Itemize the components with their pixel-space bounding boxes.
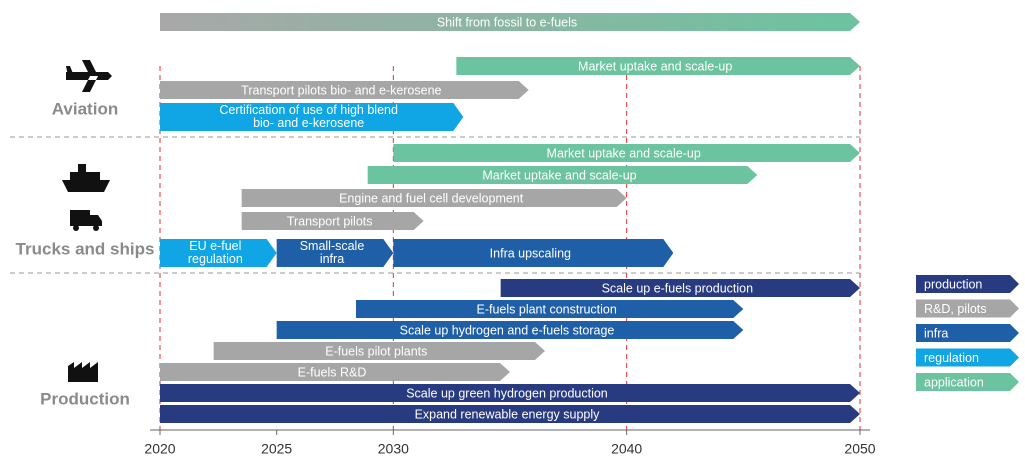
task-bar (393, 239, 674, 267)
task-bar (241, 189, 627, 207)
task-bar (160, 103, 464, 131)
task-label: Market uptake and scale-up (578, 59, 732, 73)
legend-swatch (916, 299, 1019, 318)
legend-swatch (916, 275, 1019, 293)
legend-label: production (924, 277, 982, 291)
task-bar (276, 321, 744, 339)
legend-label: application (924, 375, 984, 389)
task-bar (160, 405, 860, 423)
task-label: E-fuels pilot plants (325, 344, 427, 358)
plane-icon (66, 60, 112, 92)
task-label: Certification of use of high blend (219, 103, 398, 117)
task-label: E-fuels R&D (298, 365, 367, 379)
legend-swatch (916, 348, 1019, 367)
ship-icon (62, 164, 110, 192)
task-label: Transport pilots bio- and e-kerosene (241, 83, 441, 97)
task-bar (367, 166, 758, 184)
legend-label: regulation (924, 351, 979, 365)
x-tick-label: 2040 (611, 441, 642, 457)
task-label: Market uptake and scale-up (547, 146, 701, 160)
task-bar (160, 239, 277, 267)
task-bar (213, 342, 545, 360)
legend-label: infra (924, 326, 948, 340)
task-bar (241, 212, 424, 230)
task-bar (393, 144, 860, 162)
task-label: regulation (188, 252, 243, 266)
task-label: Infra upscaling (490, 246, 571, 260)
truck-wheel (73, 225, 79, 231)
task-bar (160, 384, 860, 402)
icons (62, 60, 112, 382)
task-bar (160, 81, 529, 99)
task-label: E-fuels plant construction (476, 302, 616, 316)
task-label: Expand renewable energy supply (415, 407, 601, 421)
task-label: EU e-fuel (189, 239, 241, 253)
task-bar (356, 300, 744, 318)
task-bar (160, 13, 860, 31)
section-label: Aviation (52, 99, 118, 118)
task-bar (276, 239, 394, 267)
section-label: Production (40, 389, 130, 408)
x-tick-label: 2020 (144, 441, 175, 457)
legend-label: R&D, pilots (924, 302, 987, 316)
x-tick-label: 2050 (844, 441, 875, 457)
task-label: Market uptake and scale-up (482, 168, 636, 182)
task-label: bio- and e-kerosene (253, 116, 364, 130)
task-label: Shift from fossil to e-fuels (437, 15, 577, 29)
task-label: Scale up e-fuels production (602, 281, 754, 295)
truck-wheel (93, 225, 99, 231)
x-tick-label: 2025 (261, 441, 292, 457)
factory-icon (68, 362, 98, 382)
task-bar (456, 57, 860, 75)
task-label: Small-scale (300, 239, 365, 253)
task-label: Engine and fuel cell development (339, 191, 524, 205)
task-label: Transport pilots (287, 214, 373, 228)
legend-swatch (916, 324, 1019, 342)
section-label: Trucks and ships (16, 239, 155, 258)
legend-swatch (916, 373, 1019, 391)
task-label: Scale up green hydrogen production (406, 386, 608, 400)
task-bar (500, 279, 860, 297)
task-label: Scale up hydrogen and e-fuels storage (400, 323, 615, 337)
task-bar (160, 363, 510, 381)
task-label: infra (320, 252, 344, 266)
truck-icon (70, 210, 102, 226)
x-tick-label: 2030 (378, 441, 409, 457)
